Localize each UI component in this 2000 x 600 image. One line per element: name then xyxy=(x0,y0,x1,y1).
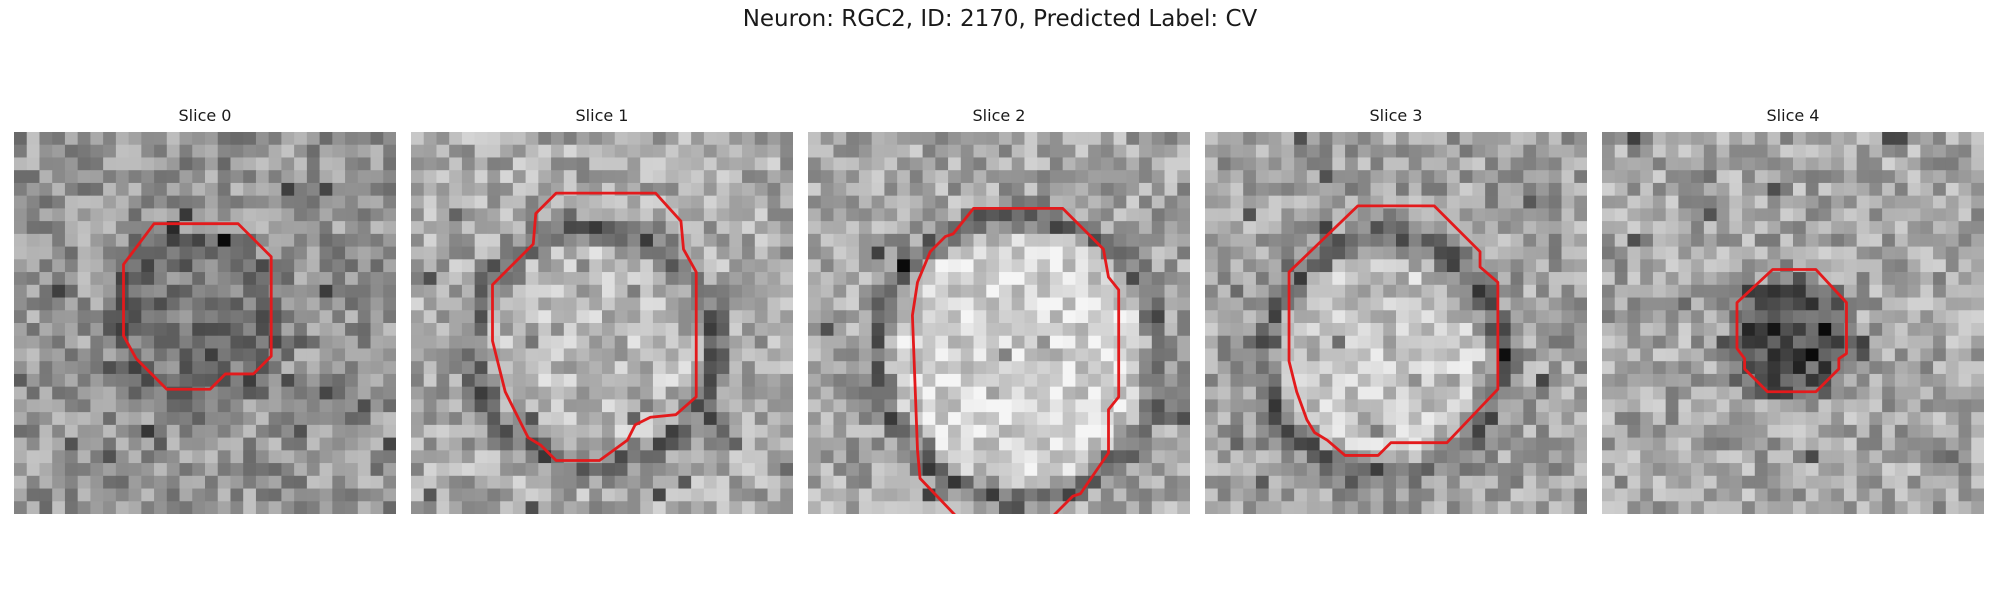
slice-panel-0: Slice 0 xyxy=(14,106,396,514)
segmentation-contour xyxy=(122,222,273,391)
slice-title-3: Slice 3 xyxy=(1369,106,1423,125)
slice-texture xyxy=(1205,132,1587,514)
slice-title-0: Slice 0 xyxy=(178,106,232,125)
segmentation-contour xyxy=(1735,268,1848,394)
slice-panel-4: Slice 4 xyxy=(1602,106,1984,514)
slice-texture xyxy=(14,132,396,514)
slice-image-1 xyxy=(411,132,793,514)
segmentation-contour xyxy=(911,206,1121,514)
slice-panel-1: Slice 1 xyxy=(411,106,793,514)
slice-image-3 xyxy=(1205,132,1587,514)
slice-image-0 xyxy=(14,132,396,514)
segmentation-contour xyxy=(491,191,698,462)
slice-image-4 xyxy=(1602,132,1984,514)
slice-texture xyxy=(411,132,793,514)
slice-title-1: Slice 1 xyxy=(575,106,629,125)
segmentation-contour xyxy=(1287,204,1500,457)
slice-texture xyxy=(808,132,1190,514)
figure-title: Neuron: RGC2, ID: 2170, Predicted Label:… xyxy=(742,6,1258,32)
slice-title-2: Slice 2 xyxy=(972,106,1026,125)
slice-image-2 xyxy=(808,132,1190,514)
slice-texture xyxy=(1602,132,1984,514)
slice-title-4: Slice 4 xyxy=(1766,106,1820,125)
slice-panel-2: Slice 2 xyxy=(808,106,1190,514)
slice-panel-3: Slice 3 xyxy=(1205,106,1587,514)
